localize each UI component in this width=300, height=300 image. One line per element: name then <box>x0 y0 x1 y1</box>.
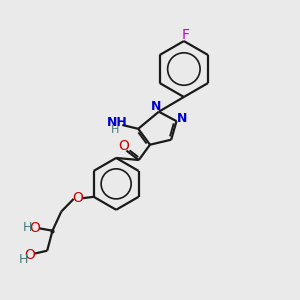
Text: H: H <box>23 221 32 234</box>
Text: O: O <box>29 221 40 235</box>
Text: H: H <box>111 125 120 135</box>
Text: F: F <box>181 28 189 42</box>
Text: O: O <box>72 191 83 205</box>
Text: N: N <box>177 112 188 125</box>
Text: O: O <box>24 248 35 262</box>
Text: H: H <box>18 253 28 266</box>
Text: NH: NH <box>106 116 128 128</box>
Text: N: N <box>151 100 162 113</box>
Text: O: O <box>118 139 129 153</box>
